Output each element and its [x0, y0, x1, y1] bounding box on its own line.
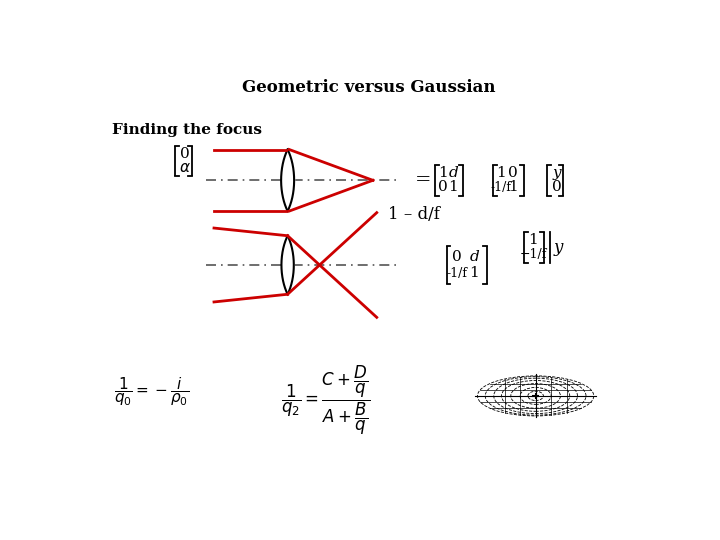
Text: Geometric versus Gaussian: Geometric versus Gaussian [242, 79, 496, 97]
Text: 1: 1 [508, 180, 518, 194]
Text: 0: 0 [508, 166, 518, 180]
Text: 1: 1 [496, 166, 505, 180]
Text: =: = [415, 171, 431, 190]
Text: 1: 1 [449, 180, 459, 194]
Text: 0: 0 [438, 180, 448, 194]
Text: $\dfrac{1}{q_2} = \dfrac{C + \dfrac{D}{q}}{A + \dfrac{B}{q}}$: $\dfrac{1}{q_2} = \dfrac{C + \dfrac{D}{q… [282, 363, 372, 436]
Text: -1/f: -1/f [490, 181, 511, 194]
Text: 1: 1 [438, 166, 448, 180]
Text: −1/f: −1/f [520, 248, 547, 261]
Text: d: d [449, 166, 459, 180]
Text: 0: 0 [451, 249, 462, 264]
Text: $\alpha$: $\alpha$ [179, 161, 192, 175]
Text: 1 – d/f: 1 – d/f [388, 206, 440, 224]
Text: 1: 1 [528, 233, 538, 247]
Text: 1: 1 [469, 266, 480, 280]
Text: d: d [469, 249, 480, 264]
Text: 0: 0 [181, 147, 190, 161]
Text: -1/f: -1/f [446, 267, 467, 280]
Text: Finding the focus: Finding the focus [112, 123, 261, 137]
Text: y: y [552, 166, 561, 180]
Text: $\dfrac{1}{q_0} = -\dfrac{i}{\rho_0}$: $\dfrac{1}{q_0} = -\dfrac{i}{\rho_0}$ [114, 376, 189, 408]
Text: 0: 0 [552, 180, 562, 194]
Text: y: y [554, 239, 563, 256]
